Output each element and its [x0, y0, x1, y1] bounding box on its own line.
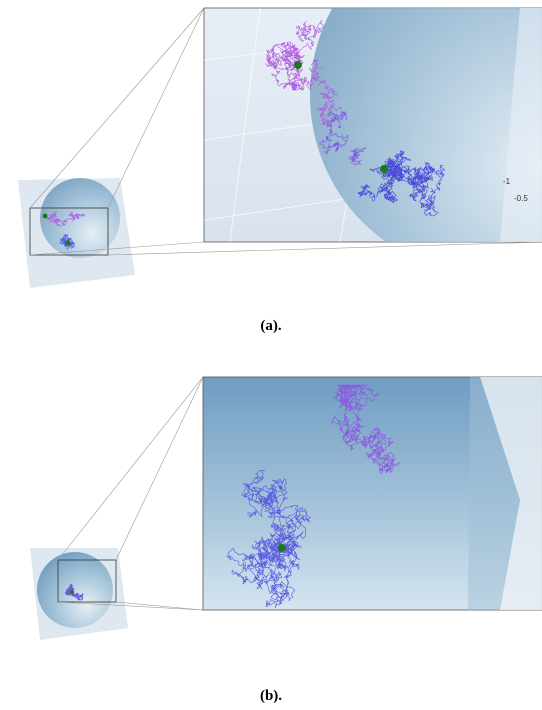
marker [380, 165, 388, 173]
panel-a-zoom: -1 -0.5 [204, 0, 542, 275]
figure: -1 -0.5 (a). (b). [0, 0, 542, 710]
marker [278, 544, 286, 552]
caption: (a). [260, 318, 281, 334]
page: -1 -0.5 (a). (b). (() => { const data = … [0, 0, 542, 710]
marker [294, 61, 302, 69]
panel-b-small [30, 377, 203, 640]
panel-b-zoom [203, 377, 542, 610]
caption: (b). [260, 688, 282, 704]
axis-label: -0.5 [514, 194, 528, 203]
axis-label: -1 [503, 177, 511, 186]
